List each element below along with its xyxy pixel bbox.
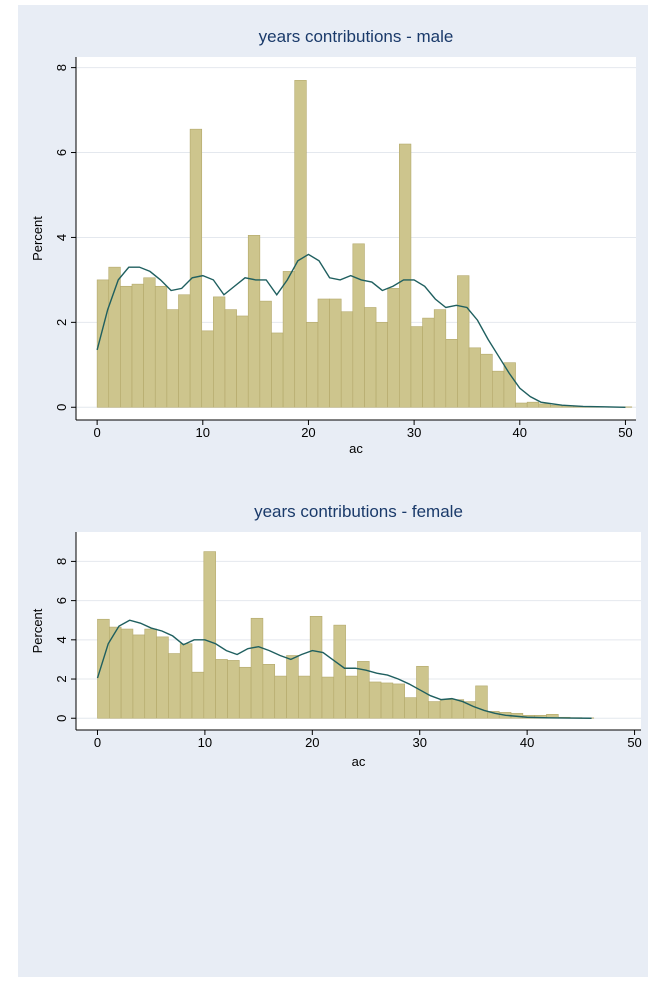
bar — [237, 316, 249, 407]
bar — [322, 677, 334, 718]
bar — [295, 80, 307, 407]
bar — [190, 129, 202, 407]
bar — [318, 299, 330, 407]
bar — [144, 278, 156, 407]
chart-title: years contributions - female — [254, 502, 463, 521]
bar — [417, 666, 429, 718]
y-tick-label: 4 — [54, 636, 69, 643]
bar — [446, 339, 458, 407]
bar — [481, 354, 493, 407]
bar — [263, 664, 275, 718]
y-tick-label: 0 — [54, 715, 69, 722]
x-tick-label: 40 — [513, 425, 527, 440]
bar — [504, 363, 516, 408]
bar — [155, 286, 167, 407]
bar — [204, 552, 216, 719]
bar — [216, 659, 228, 718]
bar — [457, 276, 469, 408]
bar — [341, 312, 353, 408]
x-tick-label: 30 — [412, 735, 426, 750]
bar — [428, 702, 440, 719]
x-tick-label: 20 — [301, 425, 315, 440]
x-tick-label: 10 — [198, 735, 212, 750]
bar — [167, 310, 179, 408]
bar — [381, 683, 393, 718]
bar — [121, 629, 133, 718]
x-tick-label: 40 — [520, 735, 534, 750]
bar — [516, 403, 528, 407]
y-tick-label: 8 — [54, 64, 69, 71]
bar — [346, 676, 358, 718]
x-tick-label: 10 — [196, 425, 210, 440]
bar — [120, 286, 132, 407]
bar — [539, 404, 551, 407]
y-axis-label: Percent — [30, 216, 45, 261]
bar — [369, 682, 381, 718]
x-tick-label: 30 — [407, 425, 421, 440]
bar — [405, 698, 417, 719]
bar — [492, 371, 504, 407]
y-tick-label: 4 — [54, 234, 69, 241]
bar — [364, 307, 376, 407]
bar — [97, 619, 109, 718]
bar — [440, 700, 452, 719]
bar — [225, 310, 237, 408]
x-tick-label: 50 — [627, 735, 641, 750]
bar — [476, 686, 488, 718]
y-tick-label: 8 — [54, 558, 69, 565]
x-tick-label: 20 — [305, 735, 319, 750]
bar — [180, 644, 192, 718]
bar — [452, 700, 464, 719]
bar — [109, 627, 121, 718]
bar — [260, 301, 272, 407]
bar — [213, 297, 225, 407]
bar — [298, 676, 310, 718]
bar — [399, 144, 411, 407]
x-axis-label: ac — [349, 441, 363, 456]
bar — [306, 322, 318, 407]
bar — [353, 244, 365, 407]
y-tick-label: 2 — [54, 675, 69, 682]
chart-title: years contributions - male — [259, 27, 454, 46]
bar — [109, 267, 121, 407]
bar — [330, 299, 342, 407]
bar — [192, 672, 204, 718]
bar — [434, 310, 446, 408]
x-tick-label: 0 — [94, 735, 101, 750]
bar — [527, 402, 539, 407]
bar — [283, 271, 295, 407]
bar — [275, 676, 287, 718]
y-tick-label: 6 — [54, 149, 69, 156]
bar — [178, 295, 190, 408]
y-axis-label: Percent — [30, 608, 45, 653]
bar — [145, 629, 157, 718]
y-tick-label: 2 — [54, 319, 69, 326]
bar — [132, 284, 144, 407]
bar — [248, 235, 260, 407]
bar — [376, 322, 388, 407]
bar — [411, 327, 423, 408]
bar — [393, 684, 405, 718]
x-axis-label: ac — [352, 754, 366, 769]
bar — [157, 637, 169, 718]
bar — [388, 288, 400, 407]
bar — [133, 635, 145, 718]
y-tick-label: 6 — [54, 597, 69, 604]
bar — [310, 616, 322, 718]
bar — [469, 348, 481, 407]
x-tick-label: 50 — [618, 425, 632, 440]
bar — [227, 660, 239, 718]
bar — [251, 618, 263, 718]
bar — [239, 667, 251, 718]
bar — [287, 656, 299, 719]
bar — [423, 318, 435, 407]
x-tick-label: 0 — [94, 425, 101, 440]
bar — [202, 331, 214, 407]
y-tick-label: 0 — [54, 404, 69, 411]
bar — [271, 333, 283, 407]
bar — [168, 654, 180, 719]
bar — [334, 625, 346, 718]
